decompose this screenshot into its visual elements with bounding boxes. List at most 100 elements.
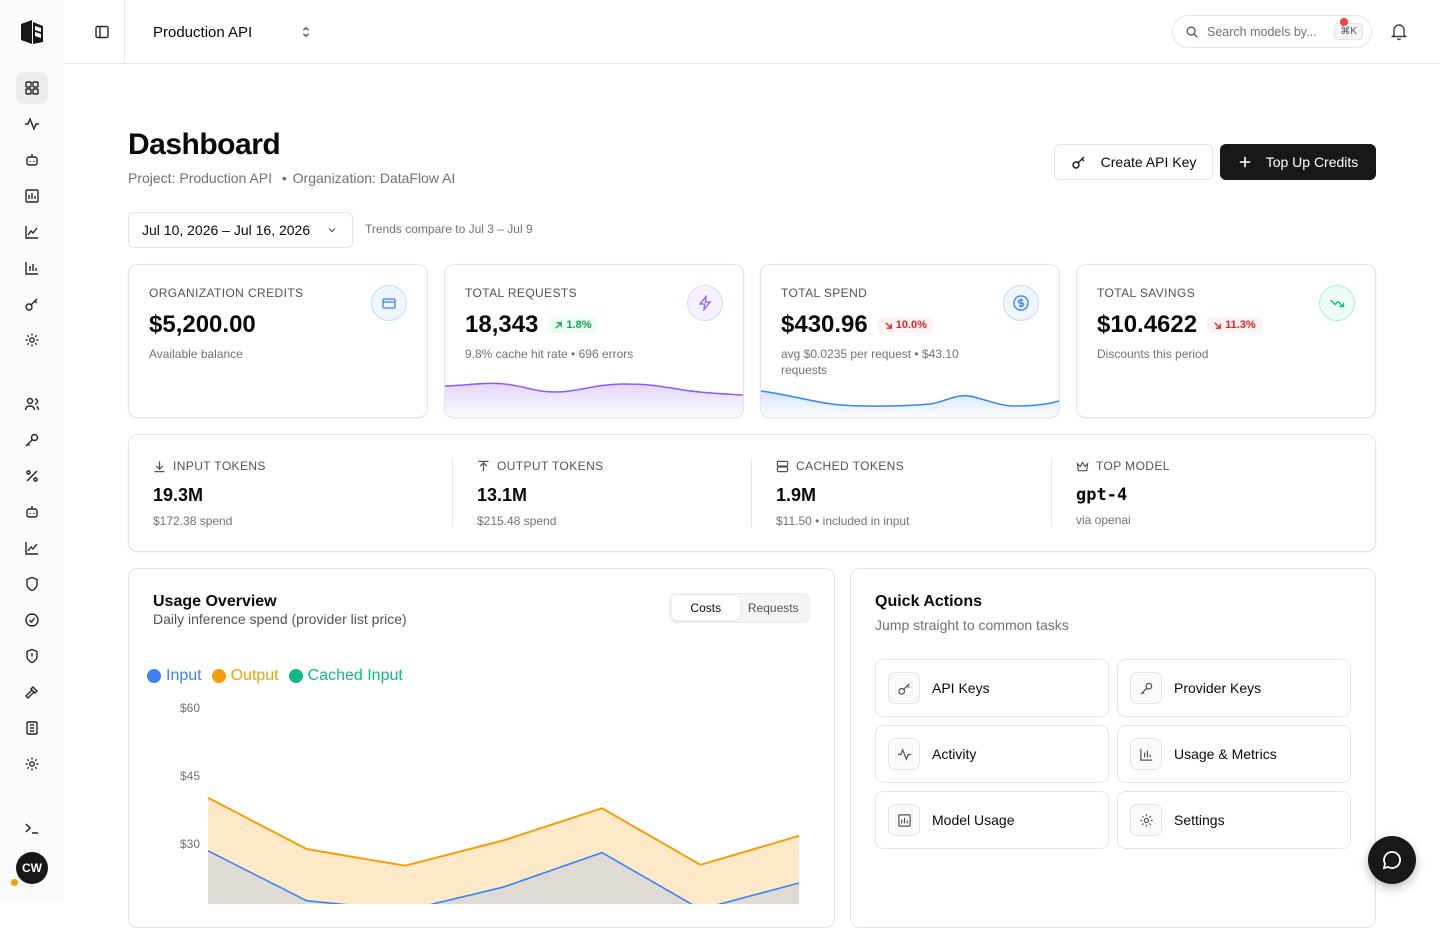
stat-card-savings: TOTAL SAVINGS $10.4622 11.3% Discounts t…: [1076, 264, 1376, 418]
gear-icon: [25, 757, 39, 771]
shield-icon: [26, 576, 38, 592]
bot-icon: [26, 154, 38, 166]
quick-action-activity[interactable]: Activity: [875, 725, 1109, 783]
key-icon: [1071, 156, 1085, 169]
sidebar-item-analytics[interactable]: [16, 216, 48, 248]
sidebar-item-bots[interactable]: [16, 144, 48, 176]
sidebar-item-reports[interactable]: [16, 532, 48, 564]
sidebar-item-compliance[interactable]: [16, 604, 48, 636]
sidebar-item-org-settings[interactable]: [16, 748, 48, 780]
tok-value: 13.1M: [477, 485, 528, 505]
chat-button[interactable]: [1368, 836, 1416, 884]
arrow-down-right-icon: [1214, 321, 1221, 329]
user-avatar[interactable]: CW: [16, 852, 48, 884]
output-line: [207, 796, 800, 867]
stat-value-text: $10.4622: [1097, 311, 1198, 338]
stat-label: TOTAL REQUESTS: [465, 286, 578, 300]
trend-badge: 11.3%: [1207, 317, 1262, 333]
top-up-credits-button[interactable]: Top Up Credits: [1220, 144, 1376, 180]
sidebar-item-security[interactable]: [16, 568, 48, 600]
topbar-divider: [124, 0, 125, 64]
sidebar-item-playground[interactable]: [16, 812, 48, 844]
sidebar-item-settings[interactable]: [16, 324, 48, 356]
bot-icon: [26, 506, 38, 518]
sidebar-item-api-keys[interactable]: [16, 288, 48, 320]
page-subtitle: Project: Production API • Organization: …: [128, 170, 456, 186]
download-icon: [154, 460, 165, 472]
tokens-card: INPUT TOKENS 19.3M $172.38 spend OUTPUT …: [128, 434, 1376, 552]
project-selector[interactable]: Production API: [153, 20, 313, 44]
stat-desc: Available balance: [149, 347, 243, 361]
trend-badge-text: 10.0%: [895, 319, 927, 331]
spend-sparkline: [761, 390, 1059, 417]
wrench-key-icon: [25, 433, 39, 447]
quick-action-label: Usage & Metrics: [1174, 746, 1277, 762]
quick-action-settings[interactable]: Settings: [1117, 791, 1351, 849]
stat-desc: Discounts this period: [1097, 347, 1209, 361]
tab-costs[interactable]: Costs: [672, 596, 740, 620]
sidebar-item-models[interactable]: [16, 180, 48, 212]
shield-alert-icon: [26, 648, 38, 664]
search-input[interactable]: Search models by... ⌘K: [1172, 15, 1372, 48]
y-tick-label: $30: [180, 837, 200, 851]
legend-output[interactable]: Output: [211, 667, 279, 685]
topbar: Production API Search models by... ⌘K: [64, 0, 1440, 64]
search-placeholder: Search models by...: [1207, 24, 1317, 39]
legend-label: Output: [230, 667, 279, 684]
usage-tab-switch: Costs Requests: [669, 593, 810, 623]
date-range-picker[interactable]: Jul 10, 2026 – Jul 16, 2026: [128, 212, 353, 248]
stat-value-text: 18,343: [465, 311, 539, 338]
tok-desc: $215.48 spend: [477, 514, 557, 528]
building-icon: [26, 721, 38, 735]
avatar-status-dot: [11, 879, 18, 886]
bell-icon[interactable]: [1388, 20, 1410, 42]
stat-desc: avg $0.0235 per request • $43.10 request…: [781, 347, 959, 377]
trend-badge-text: 11.3%: [1225, 319, 1256, 331]
crown-icon: [1076, 460, 1089, 471]
chevron-down-icon: [328, 228, 336, 233]
bar-chart-icon: [25, 189, 39, 203]
check-circle-icon: [25, 613, 39, 627]
sidebar-item-guardrails[interactable]: [16, 640, 48, 672]
tok-value: 19.3M: [153, 485, 204, 505]
sidebar-item-activity[interactable]: [16, 108, 48, 140]
legend-input[interactable]: Input: [147, 667, 202, 685]
dollar-circle-icon: [1003, 285, 1039, 321]
sidebar-item-agents[interactable]: [16, 496, 48, 528]
requests-sparkline: [445, 382, 743, 417]
project-name: Production API: [153, 23, 253, 41]
sidebar-toggle-button[interactable]: [90, 20, 114, 44]
bar-chart-icon: [897, 813, 911, 827]
stat-card-credits: ORGANIZATION CREDITS $5,200.00 Available…: [128, 264, 428, 418]
tok-desc: $172.38 spend: [153, 514, 233, 528]
app-logo-icon[interactable]: [18, 18, 46, 46]
legend-cached[interactable]: Cached Input: [288, 667, 403, 685]
trend-badge-text: 1.8%: [566, 319, 592, 331]
database-icon: [776, 460, 789, 472]
tok-label-text: OUTPUT TOKENS: [497, 459, 604, 473]
tab-requests[interactable]: Requests: [747, 601, 799, 615]
sidebar-item-tools[interactable]: [16, 676, 48, 708]
sidebar-item-organization[interactable]: [16, 712, 48, 744]
quick-action-api-keys[interactable]: API Keys: [875, 659, 1109, 717]
sidebar-item-provider-keys[interactable]: [16, 424, 48, 456]
zap-icon: [687, 285, 723, 321]
stat-card-spend: TOTAL SPEND $430.96 10.0% avg $0.0235 pe…: [760, 264, 1060, 418]
top-up-credits-label: Top Up Credits: [1265, 154, 1359, 170]
sidebar-item-dashboard[interactable]: [16, 72, 48, 104]
sidebar: CW: [0, 0, 64, 900]
quick-action-label: Settings: [1174, 812, 1225, 828]
quick-action-label: API Keys: [932, 680, 990, 696]
sidebar-item-usage[interactable]: [16, 252, 48, 284]
quick-action-model-usage[interactable]: Model Usage: [875, 791, 1109, 849]
quick-action-provider-keys[interactable]: Provider Keys: [1117, 659, 1351, 717]
create-api-key-button[interactable]: Create API Key: [1054, 144, 1213, 180]
stat-value-text: $5,200.00: [149, 311, 256, 338]
sidebar-item-discounts[interactable]: [16, 460, 48, 492]
plus-icon: [1239, 156, 1250, 168]
tok-value: 1.9M: [776, 485, 817, 505]
wrench-key-icon: [1139, 682, 1152, 695]
sidebar-item-team[interactable]: [16, 388, 48, 420]
quick-action-usage-metrics[interactable]: Usage & Metrics: [1117, 725, 1351, 783]
y-tick-label: $60: [180, 701, 200, 715]
